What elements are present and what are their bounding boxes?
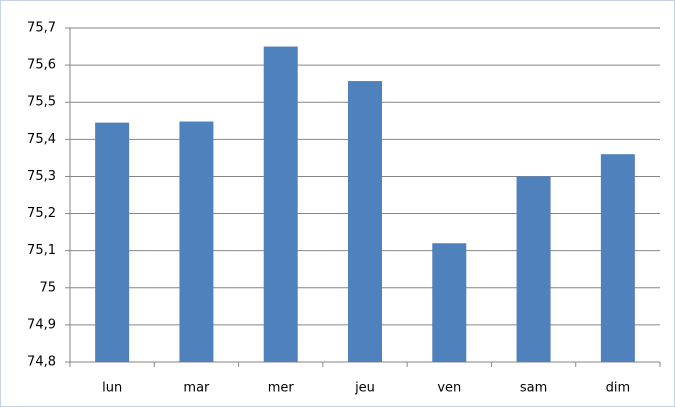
y-tick-label: 75: [39, 280, 56, 295]
y-tick-label: 75,2: [27, 206, 56, 221]
x-tick-label: jeu: [354, 381, 375, 396]
y-tick-label: 74,8: [27, 355, 56, 370]
x-tick-label: ven: [437, 381, 461, 396]
bar: [432, 243, 467, 362]
x-tick-label: sam: [520, 381, 547, 396]
bar: [516, 176, 551, 362]
y-tick-label: 74,9: [27, 317, 56, 332]
bar: [95, 122, 130, 362]
bar: [263, 46, 298, 363]
bar: [600, 154, 635, 362]
x-tick-label: lun: [102, 381, 122, 396]
x-tick-label: dim: [606, 381, 631, 396]
bar: [348, 81, 382, 363]
y-tick-label: 75,4: [27, 132, 56, 147]
y-tick-label: 75,7: [27, 21, 56, 36]
bar: [179, 121, 214, 363]
x-tick-label: mar: [183, 381, 210, 396]
y-tick-label: 75,1: [27, 243, 56, 258]
y-tick-label: 75,3: [27, 169, 56, 184]
x-tick-label: mer: [268, 381, 295, 396]
y-tick-label: 75,6: [27, 58, 56, 73]
y-tick-label: 75,5: [27, 95, 56, 110]
